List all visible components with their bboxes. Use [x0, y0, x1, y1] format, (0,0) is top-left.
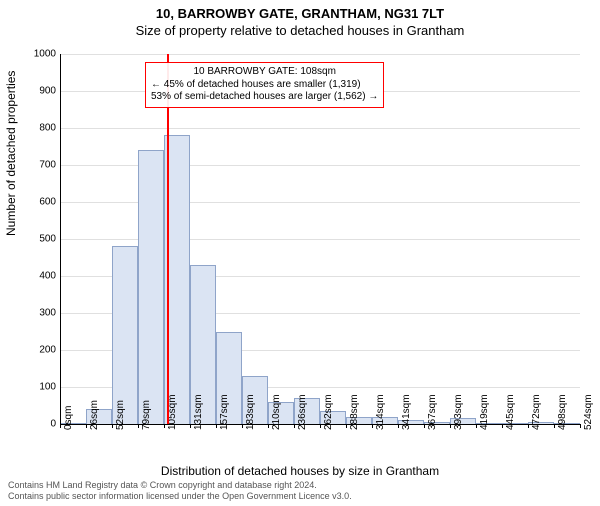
ytick-label: 200 [39, 345, 56, 356]
title-address: 10, BARROWBY GATE, GRANTHAM, NG31 7LT [0, 6, 600, 21]
histogram-bar [138, 150, 164, 424]
ytick-label: 500 [39, 234, 56, 245]
ytick-label: 100 [39, 382, 56, 393]
xtick-mark [580, 424, 581, 428]
property-marker-line [167, 54, 169, 424]
ytick-label: 600 [39, 197, 56, 208]
ytick-label: 700 [39, 160, 56, 171]
chart-container: 10, BARROWBY GATE, GRANTHAM, NG31 7LT Si… [0, 6, 600, 506]
y-axis [60, 54, 61, 424]
ytick-label: 1000 [34, 49, 56, 60]
annotation-box: 10 BARROWBY GATE: 108sqm← 45% of detache… [145, 62, 384, 108]
grid-line [60, 54, 580, 55]
xtick-label: 52sqm [115, 400, 126, 430]
footer-attribution: Contains HM Land Registry data © Crown c… [8, 480, 352, 502]
ytick-label: 300 [39, 308, 56, 319]
annotation-line-1: 10 BARROWBY GATE: 108sqm [151, 66, 378, 79]
annotation-line-2: ← 45% of detached houses are smaller (1,… [151, 79, 378, 92]
x-axis [60, 424, 580, 425]
histogram-bar [112, 246, 138, 424]
grid-line [60, 128, 580, 129]
ytick-label: 400 [39, 271, 56, 282]
annotation-line-3: 53% of semi-detached houses are larger (… [151, 91, 378, 104]
xtick-label: 26sqm [89, 400, 100, 430]
x-axis-label: Distribution of detached houses by size … [0, 464, 600, 478]
title-subtitle: Size of property relative to detached ho… [0, 23, 600, 38]
plot-region: 010020030040050060070080090010000sqm26sq… [60, 54, 580, 424]
chart-area: 010020030040050060070080090010000sqm26sq… [60, 54, 580, 424]
ytick-label: 800 [39, 123, 56, 134]
xtick-label: 524sqm [583, 394, 594, 430]
y-axis-label: Number of detached properties [4, 71, 18, 236]
footer-line-2: Contains public sector information licen… [8, 491, 352, 502]
footer-line-1: Contains HM Land Registry data © Crown c… [8, 480, 352, 491]
xtick-label: 0sqm [63, 406, 74, 430]
xtick-label: 79sqm [141, 400, 152, 430]
ytick-label: 900 [39, 86, 56, 97]
ytick-label: 0 [50, 419, 56, 430]
